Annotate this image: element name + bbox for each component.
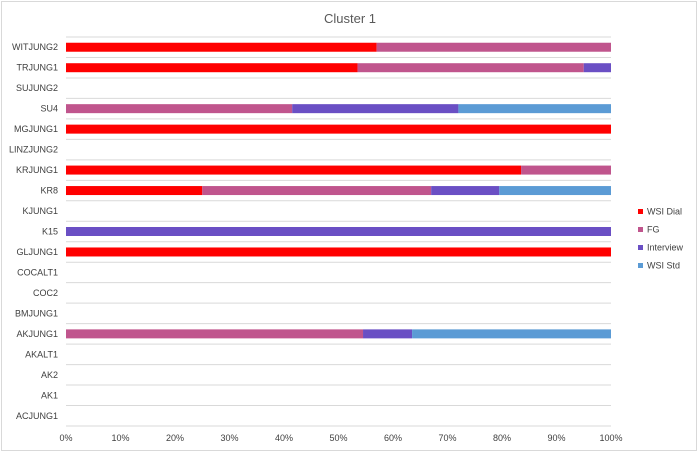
x-tick-label: 90%	[547, 433, 565, 443]
x-tick-label: 60%	[384, 433, 402, 443]
bar-segment	[66, 104, 293, 114]
bar-segment	[376, 42, 611, 52]
legend-label: Interview	[647, 243, 684, 253]
bar-segment	[363, 329, 413, 339]
category-label: KJUNG1	[22, 206, 58, 216]
bar-segment	[66, 227, 611, 236]
x-tick-label: 100%	[599, 433, 622, 443]
category-label: LINZJUNG2	[9, 145, 58, 155]
bar-segment	[412, 329, 611, 339]
category-labels: WITJUNG2 TRJUNG1 SUJUNG2 SU4 MGJUNG1 LINZJUNG…	[9, 42, 58, 421]
bars	[66, 42, 611, 339]
bar-segment	[66, 329, 364, 339]
category-label: AK2	[41, 370, 58, 380]
bar-segment	[521, 165, 611, 175]
category-label: K15	[42, 227, 58, 237]
bar-segment	[66, 247, 611, 257]
bar-segment	[66, 165, 522, 175]
category-label: MGJUNG1	[14, 124, 58, 134]
x-tick-label: 50%	[329, 433, 347, 443]
x-axis-tick-labels: 0% 10% 20% 30% 40% 50% 60% 70% 80% 90% 100%	[59, 433, 622, 443]
x-tick-label: 20%	[166, 433, 184, 443]
legend-swatch	[638, 227, 643, 232]
legend-swatch	[638, 245, 643, 250]
bar-segment	[583, 63, 611, 73]
category-label: WITJUNG2	[12, 42, 58, 52]
category-label: GLJUNG1	[16, 247, 58, 257]
x-tick-label: 70%	[438, 433, 456, 443]
category-label: TRJUNG1	[16, 63, 58, 73]
bar-segment	[66, 124, 611, 134]
category-label: ACJUNG1	[16, 411, 58, 421]
bar-segment	[357, 63, 584, 73]
category-label: AKJUNG1	[16, 329, 58, 339]
category-label: KR8	[40, 186, 58, 196]
category-label: COCALT1	[17, 267, 58, 277]
x-tick-label: 80%	[493, 433, 511, 443]
category-label: AKALT1	[25, 349, 58, 359]
legend-label: WSI Std	[647, 261, 680, 271]
bar-segment	[458, 104, 611, 114]
legend-label: FG	[647, 225, 660, 235]
category-label: SU4	[40, 104, 58, 114]
x-tick-label: 0%	[59, 433, 72, 443]
bar-segment	[66, 63, 358, 73]
chart-title: Cluster 1	[324, 11, 376, 26]
x-tick-label: 40%	[275, 433, 293, 443]
category-label: COC2	[33, 288, 58, 298]
gridlines	[66, 36, 611, 427]
bar-segment	[66, 42, 377, 52]
legend-swatch	[638, 209, 643, 214]
category-label: KRJUNG1	[16, 165, 58, 175]
bar-segment	[292, 104, 459, 114]
category-label: SUJUNG2	[16, 83, 58, 93]
legend-swatch	[638, 263, 643, 268]
legend-label: WSI Dial	[647, 207, 682, 217]
x-tick-label: 10%	[111, 433, 129, 443]
category-label: BMJUNG1	[15, 308, 58, 318]
x-tick-label: 30%	[220, 433, 238, 443]
bar-segment	[202, 186, 432, 196]
legend: WSI Dial FG Interview WSI Std	[638, 207, 684, 271]
category-label: AK1	[41, 390, 58, 400]
bar-segment	[499, 186, 611, 196]
bar-segment	[431, 186, 500, 196]
bar-segment	[66, 186, 203, 196]
